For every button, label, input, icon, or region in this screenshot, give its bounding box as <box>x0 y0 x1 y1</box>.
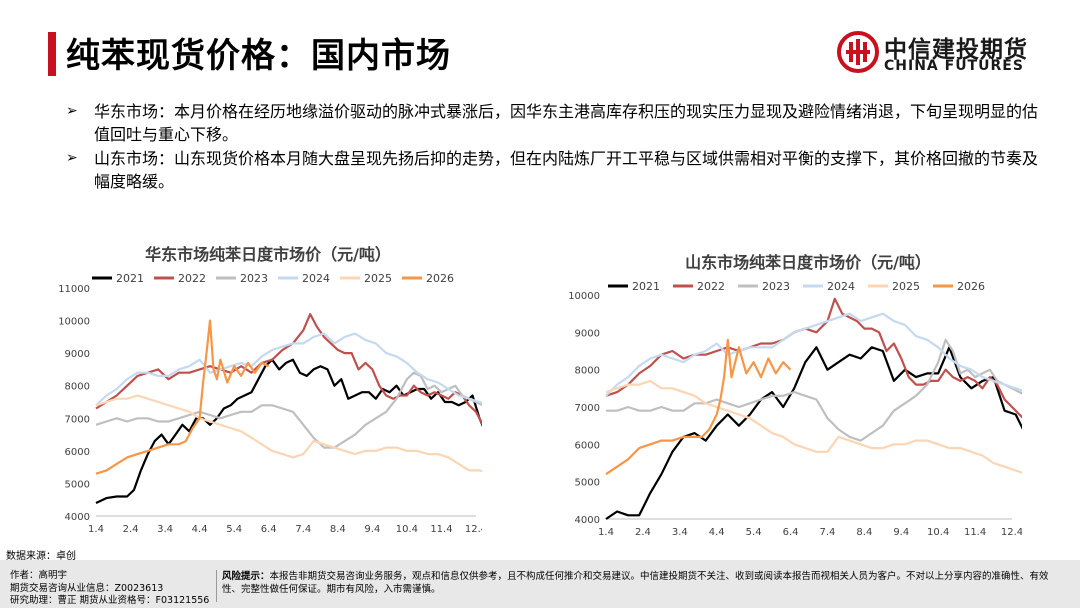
series-line-2026 <box>95 319 270 475</box>
x-tick-label: 1.4 <box>598 527 614 538</box>
author: 作者：高明宇 <box>10 570 68 581</box>
x-tick-label: 12.4 <box>1001 527 1022 538</box>
title-accent-bar <box>48 32 56 76</box>
y-tick-label: 6000 <box>65 447 90 458</box>
x-tick-label: 1.4 <box>88 524 104 535</box>
x-tick-label: 7.4 <box>295 524 311 535</box>
bullet-text: 山东市场：山东现货价格本月随大盘呈现先扬后抑的走势，但在内陆炼厂开工平稳与区域供… <box>94 149 1039 191</box>
y-tick-label: 8000 <box>575 366 600 377</box>
y-tick-label: 5000 <box>575 478 600 489</box>
x-tick-label: 4.4 <box>192 524 208 535</box>
x-tick-label: 5.4 <box>746 527 762 538</box>
series-line-2021 <box>95 358 482 504</box>
footer: 作者：高明宇 期货交易咨询从业信息：Z0023613 研究助理：曹正 期货从业资… <box>0 560 1080 608</box>
y-tick-label: 7000 <box>575 403 600 414</box>
x-tick-label: 3.4 <box>672 527 688 538</box>
legend-label: 2023 <box>240 272 268 285</box>
x-tick-label: 6.4 <box>261 524 277 535</box>
x-tick-label: 2.4 <box>635 527 651 538</box>
chart-title: 华东市场纯苯日度市场价（元/吨） <box>145 245 391 264</box>
legend-label: 2026 <box>957 280 985 293</box>
series-line-2026 <box>605 338 792 476</box>
bullet-arrow-icon: ➢ <box>66 150 78 166</box>
footer-divider <box>216 570 217 602</box>
y-tick-label: 10000 <box>58 317 90 328</box>
y-tick-label: 11000 <box>58 284 90 295</box>
x-tick-label: 11.4 <box>964 527 986 538</box>
legend-label: 2024 <box>827 280 855 293</box>
series-line-2023 <box>606 338 1022 442</box>
legend-label: 2025 <box>364 272 392 285</box>
y-tick-label: 10000 <box>568 291 600 302</box>
x-tick-label: 11.4 <box>430 524 452 535</box>
risk-disclaimer: 风险提示：本报告非期货交易咨询业务服务，观点和信息仅供参考，且不构成任何推介和交… <box>222 570 1062 596</box>
series-line-2023 <box>95 371 482 449</box>
y-tick-label: 9000 <box>65 349 90 360</box>
y-tick-label: 4000 <box>65 512 90 523</box>
bullet-text: 华东市场：本月价格在经历地缘溢价驱动的脉冲式暴涨后，因华东主港高库存积压的现实压… <box>94 102 1039 144</box>
legend-label: 2025 <box>892 280 920 293</box>
y-tick-label: 9000 <box>575 328 600 339</box>
series-line-2022 <box>605 297 1022 419</box>
legend-label: 2021 <box>116 272 144 285</box>
x-tick-label: 12.4 <box>465 524 482 535</box>
x-tick-label: 4.4 <box>709 527 725 538</box>
series-line-2024 <box>605 312 1022 397</box>
series-line-2024 <box>95 332 482 407</box>
y-tick-label: 7000 <box>65 414 90 425</box>
bullet-shandong: ➢ 山东市场：山东现货价格本月随大盘呈现先扬后抑的走势，但在内陆炼厂开工平稳与区… <box>64 147 1050 193</box>
data-source: 数据来源：卓创 <box>6 551 76 562</box>
x-tick-label: 9.4 <box>893 527 909 538</box>
y-tick-label: 5000 <box>65 479 90 490</box>
citic-logo-icon <box>837 31 879 73</box>
risk-label: 风险提示： <box>222 571 270 582</box>
legend-label: 2024 <box>302 272 330 285</box>
legend-label: 2026 <box>426 272 454 285</box>
license-number: 期货交易咨询从业信息：Z0023613 <box>10 582 164 594</box>
shandong-price-chart: 山东市场纯苯日度市场价（元/吨） 2021 2022 2023 2024 2025 2026… <box>568 253 1022 538</box>
page-title: 纯苯现货价格：国内市场 <box>66 36 451 76</box>
series-line-2025 <box>95 394 482 473</box>
risk-text: 本报告非期货交易咨询业务服务，观点和信息仅供参考，且不构成任何推介和交易建议。中… <box>222 571 1049 595</box>
x-tick-label: 5.4 <box>226 524 242 535</box>
legend-label: 2023 <box>762 280 790 293</box>
summary-bullets: ➢ 华东市场：本月价格在经历地缘溢价驱动的脉冲式暴涨后，因华东主港高库存积压的现… <box>64 100 1050 194</box>
x-tick-label: 10.4 <box>927 527 949 538</box>
series-line-2022 <box>95 312 482 426</box>
x-tick-label: 2.4 <box>123 524 139 535</box>
bullet-arrow-icon: ➢ <box>66 103 78 119</box>
east-china-price-chart: 华东市场纯苯日度市场价（元/吨）2021 2022 2023 2024 2025 2026… <box>58 245 482 535</box>
research-assistant: 研究助理：曹正 期货从业资格号：F03121556 <box>10 595 210 606</box>
y-tick-label: 6000 <box>575 440 600 451</box>
company-logo: 中信建投期货 CHINA FUTURES <box>836 30 1036 78</box>
series-line-2025 <box>605 379 1022 474</box>
x-tick-label: 10.4 <box>396 524 418 535</box>
x-tick-label: 7.4 <box>820 527 836 538</box>
x-tick-label: 8.4 <box>856 527 872 538</box>
x-tick-label: 3.4 <box>157 524 173 535</box>
legend-label: 2022 <box>178 272 206 285</box>
series-line-2021 <box>605 346 1022 520</box>
logo-english-name: CHINA FUTURES <box>884 58 1024 74</box>
footer-author-info: 作者：高明宇 期货交易咨询从业信息：Z0023613 研究助理：曹正 期货从业资… <box>10 570 209 608</box>
x-tick-label: 6.4 <box>783 527 799 538</box>
y-tick-label: 8000 <box>65 382 90 393</box>
bullet-east-china: ➢ 华东市场：本月价格在经历地缘溢价驱动的脉冲式暴涨后，因华东主港高库存积压的现… <box>64 100 1050 146</box>
x-tick-label: 8.4 <box>330 524 346 535</box>
y-tick-label: 4000 <box>575 515 600 526</box>
logo-chinese-name: 中信建投期货 <box>884 37 1028 63</box>
legend-label: 2022 <box>697 280 725 293</box>
legend-label: 2021 <box>632 280 660 293</box>
x-tick-label: 9.4 <box>364 524 380 535</box>
chart-title: 山东市场纯苯日度市场价（元/吨） <box>685 253 931 272</box>
